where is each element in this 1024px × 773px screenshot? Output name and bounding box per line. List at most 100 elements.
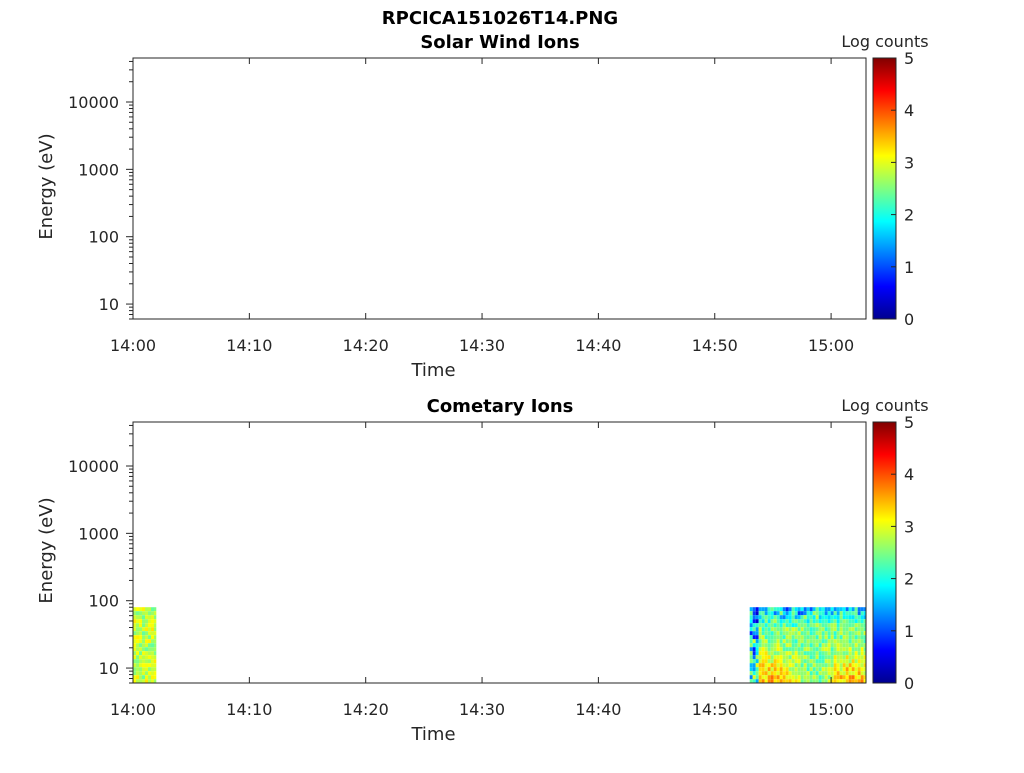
data-cell xyxy=(809,663,813,668)
data-cell xyxy=(142,623,145,628)
data-cell xyxy=(848,627,852,632)
data-cell xyxy=(806,611,810,616)
data-cell xyxy=(139,659,142,664)
data-cell xyxy=(845,635,849,640)
colorbar-tick-label: 1 xyxy=(904,258,914,277)
data-cell xyxy=(133,619,136,624)
colorbar-tick-label: 2 xyxy=(904,206,914,225)
data-cell xyxy=(776,667,780,672)
data-cell xyxy=(133,659,136,664)
data-cell xyxy=(845,631,849,636)
data-cell xyxy=(827,631,831,636)
data-cell xyxy=(148,627,151,632)
data-cell xyxy=(767,619,771,624)
data-cell xyxy=(776,635,780,640)
data-cell xyxy=(154,607,157,612)
data-cell xyxy=(145,675,148,680)
data-cell xyxy=(145,619,148,624)
data-cell xyxy=(145,643,148,648)
data-cell xyxy=(145,607,148,612)
data-cell xyxy=(806,671,810,676)
data-cell xyxy=(785,643,789,648)
data-cell xyxy=(785,619,789,624)
data-cell xyxy=(770,615,774,620)
data-cell xyxy=(755,679,759,683)
data-cell xyxy=(788,623,792,628)
data-cell xyxy=(842,667,846,672)
data-cell xyxy=(782,643,786,648)
data-cell xyxy=(749,647,753,652)
data-cell xyxy=(764,619,768,624)
data-cell xyxy=(797,671,801,676)
x-axis-label: Time xyxy=(410,724,455,745)
data-cell xyxy=(827,611,831,616)
data-cell xyxy=(791,631,795,636)
data-cell xyxy=(830,651,834,656)
data-cell xyxy=(794,647,798,652)
data-cell xyxy=(842,671,846,676)
data-cell xyxy=(758,659,762,664)
data-cell xyxy=(755,611,759,616)
data-cell xyxy=(839,679,843,683)
data-cell xyxy=(749,627,753,632)
data-cell xyxy=(758,679,762,683)
data-cell xyxy=(133,631,136,636)
data-cell xyxy=(755,635,759,640)
data-cell xyxy=(136,655,139,660)
data-cell xyxy=(782,655,786,660)
data-cell xyxy=(749,651,753,656)
data-cell xyxy=(752,651,756,656)
data-cell xyxy=(773,639,777,644)
data-cell xyxy=(782,619,786,624)
data-cell xyxy=(803,655,807,660)
data-cell xyxy=(791,627,795,632)
data-cell xyxy=(806,615,810,620)
data-cell xyxy=(148,639,151,644)
data-cell xyxy=(827,651,831,656)
data-cell xyxy=(812,663,816,668)
data-cell xyxy=(833,615,837,620)
data-cell xyxy=(821,655,825,660)
data-cell xyxy=(764,675,768,680)
data-cell xyxy=(133,675,136,680)
data-cell xyxy=(136,663,139,668)
data-cell xyxy=(800,667,804,672)
data-cell xyxy=(851,619,855,624)
data-cell xyxy=(779,611,783,616)
data-cell xyxy=(860,635,864,640)
data-cell xyxy=(139,655,142,660)
data-cell xyxy=(142,679,145,683)
data-cell xyxy=(842,639,846,644)
figure-title: RPCICA151026T14.PNG xyxy=(382,8,618,29)
data-cell xyxy=(806,675,810,680)
data-cell xyxy=(139,623,142,628)
data-cell xyxy=(821,631,825,636)
data-cell xyxy=(809,639,813,644)
data-cell xyxy=(860,671,864,676)
data-cell xyxy=(767,639,771,644)
data-cell xyxy=(821,671,825,676)
data-cell xyxy=(839,675,843,680)
data-cell xyxy=(809,671,813,676)
data-cell xyxy=(782,615,786,620)
data-cell xyxy=(860,607,864,612)
data-cell xyxy=(845,639,849,644)
data-cell xyxy=(133,627,136,632)
data-cell xyxy=(845,663,849,668)
data-cell xyxy=(815,679,819,683)
data-cell xyxy=(776,611,780,616)
data-cell xyxy=(806,639,810,644)
data-cell xyxy=(767,631,771,636)
data-cell xyxy=(827,659,831,664)
data-cell xyxy=(821,619,825,624)
data-cell xyxy=(139,651,142,656)
data-cell xyxy=(800,647,804,652)
data-cell xyxy=(821,627,825,632)
data-cell xyxy=(782,667,786,672)
data-cell xyxy=(827,635,831,640)
data-cell xyxy=(815,663,819,668)
data-cell xyxy=(145,623,148,628)
data-cell xyxy=(812,635,816,640)
data-cell xyxy=(788,639,792,644)
data-cell xyxy=(854,659,858,664)
